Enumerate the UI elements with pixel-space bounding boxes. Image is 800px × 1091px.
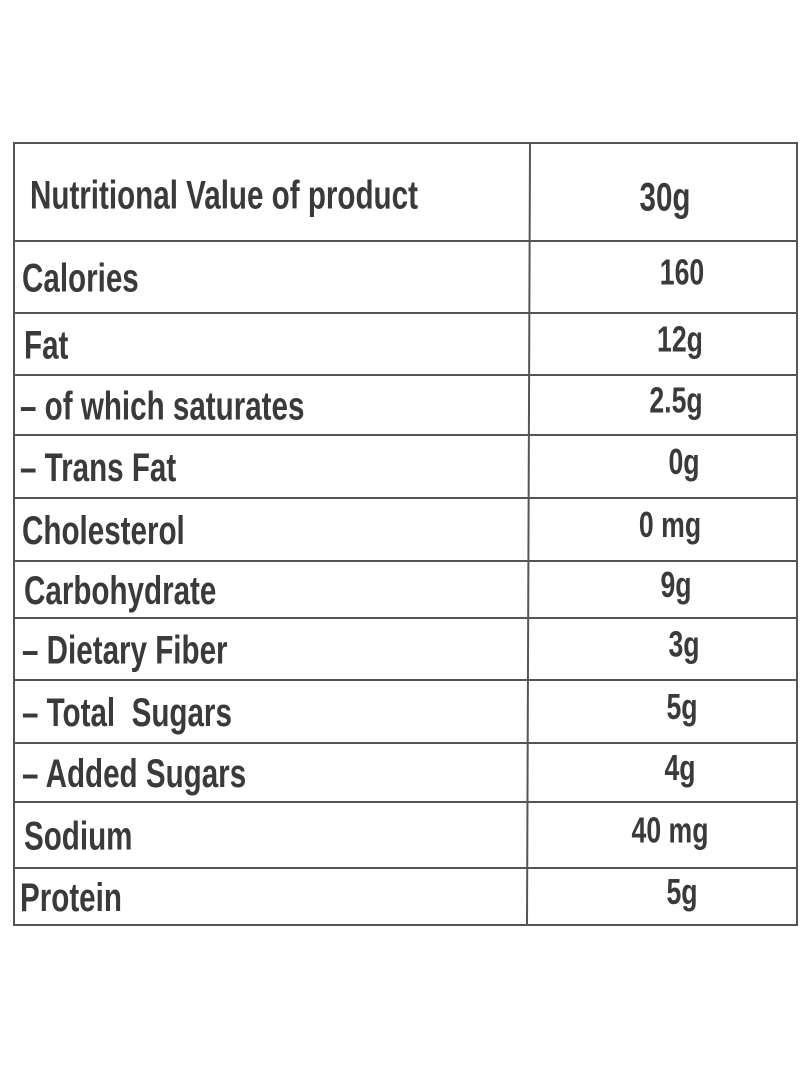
nutrient-label: Calories (22, 256, 139, 300)
nutrient-label: Fat (24, 323, 69, 367)
nutrient-label: Protein (20, 876, 122, 920)
nutrient-label: – Added Sugars (22, 752, 246, 796)
nutrient-label: Carbohydrate (24, 569, 216, 613)
nutrient-value: 5g (666, 686, 697, 727)
nutrient-label: – Dietary Fiber (22, 628, 228, 672)
nutrient-label: Sodium (24, 814, 132, 858)
nutrient-value: 40 mg (632, 810, 709, 851)
header-label: Nutritional Value of product (30, 173, 418, 217)
nutrient-label: – Trans Fat (20, 446, 176, 490)
nutrient-label: – of which saturates (20, 384, 304, 428)
nutrient-value: 3g (668, 624, 699, 665)
nutrient-value: 12g (657, 319, 703, 360)
nutrient-value: 2.5g (649, 380, 702, 421)
nutrient-label: Cholesterol (22, 509, 185, 553)
nutrient-value: 0g (668, 441, 699, 482)
column-divider (526, 142, 531, 926)
nutrient-label: – Total Sugars (22, 691, 232, 735)
header-amount: 30g (640, 175, 691, 219)
nutrient-value: 4g (664, 747, 695, 788)
nutrient-value: 0 mg (639, 504, 701, 545)
nutrient-value: 160 (660, 252, 704, 293)
nutrient-value: 9g (660, 564, 691, 605)
nutrient-value: 5g (666, 871, 697, 912)
table-border (13, 142, 798, 926)
